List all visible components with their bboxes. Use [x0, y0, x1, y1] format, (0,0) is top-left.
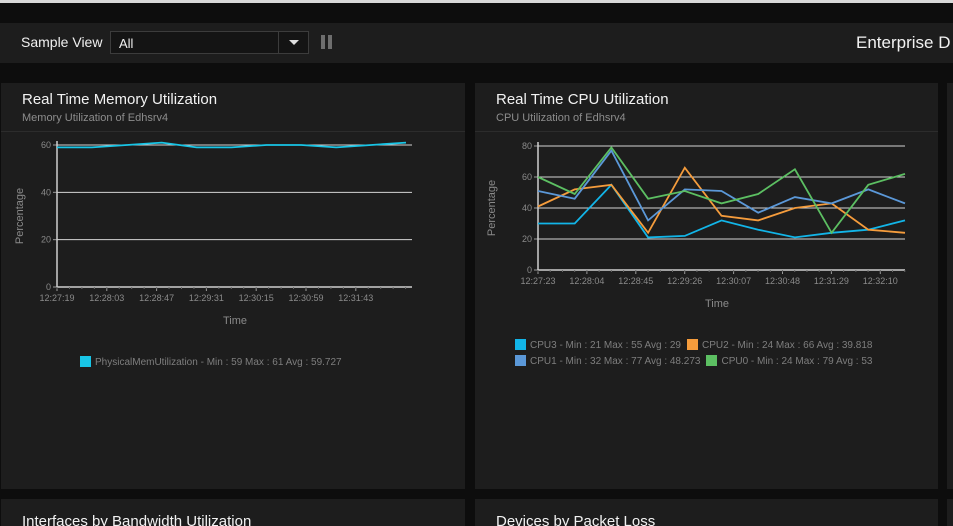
x-tick-label: 12:29:26	[667, 276, 702, 286]
x-tick-label: 12:29:31	[189, 293, 224, 303]
legend-item[interactable]: CPU1 - Min : 32 Max : 77 Avg : 48.273	[515, 355, 700, 367]
y-tick-label: 40	[522, 203, 532, 213]
legend-label: CPU2 - Min : 24 Max : 66 Avg : 39.818	[702, 340, 873, 351]
x-tick-label: 12:31:43	[338, 293, 373, 303]
pause-icon[interactable]	[321, 35, 333, 49]
x-tick-label: 12:28:47	[139, 293, 174, 303]
packet-loss-widget: Devices by Packet Loss	[475, 499, 938, 526]
legend-row: CPU1 - Min : 32 Max : 77 Avg : 48.273 CPU…	[515, 355, 878, 367]
y-axis-title: Percentage	[14, 188, 26, 244]
legend-swatch	[687, 339, 698, 350]
x-tick-label: 12:31:29	[814, 276, 849, 286]
widget-title: Devices by Packet Loss	[496, 513, 656, 526]
widget-subtitle: Memory Utilization of Edhsrv4	[22, 112, 169, 124]
widget-title: Interfaces by Bandwidth Utilization	[22, 513, 252, 526]
series-line	[57, 141, 407, 149]
cpu-utilization-widget: Real Time CPU Utilization CPU Utilizatio…	[475, 83, 938, 489]
y-tick-label: 0	[527, 265, 532, 275]
x-tick-label: 12:30:15	[239, 293, 274, 303]
legend-swatch	[515, 339, 526, 350]
memory-line-chart: 0 20 40 60 12:27:19 12:28:03 12:28:47 12:29:31 1…	[14, 140, 412, 327]
legend-item[interactable]: CPU3 - Min : 21 Max : 55 Avg : 29	[515, 339, 681, 351]
x-tick-label: 12:28:03	[89, 293, 124, 303]
y-tick-label: 60	[41, 140, 51, 150]
y-tick-label: 0	[46, 282, 51, 292]
cpu-line-chart: 0 20 40 60 80 12:27:23 12:28:04 12:28:45 12:29:2…	[486, 141, 906, 310]
series-line	[538, 183, 906, 239]
x-axis-title: Time	[223, 315, 247, 327]
memory-utilization-widget: Real Time Memory Utilization Memory Util…	[1, 83, 465, 489]
dashboard-title: Enterprise D	[856, 33, 951, 52]
legend-swatch	[706, 355, 718, 366]
y-tick-label: 20	[41, 235, 51, 245]
x-tick-label: 12:30:07	[716, 276, 751, 286]
y-axis-title: Percentage	[486, 180, 498, 236]
window-top-border	[0, 0, 953, 3]
legend-row: PhysicalMemUtilization - Min : 59 Max : …	[80, 356, 348, 368]
partial-widget-right	[947, 83, 953, 489]
widget-title: Real Time Memory Utilization	[22, 91, 218, 108]
series-line	[537, 146, 906, 235]
widget-divider	[1, 131, 465, 132]
widget-divider	[475, 131, 938, 132]
x-tick-label: 12:30:48	[765, 276, 800, 286]
partial-widget-right-bottom	[947, 499, 953, 526]
legend-label: CPU0 - Min : 24 Max : 79 Avg : 53	[721, 356, 873, 367]
x-tick-label: 12:28:04	[569, 276, 604, 286]
legend-swatch	[515, 355, 526, 366]
legend-item[interactable]: CPU0 - Min : 24 Max : 79 Avg : 53	[706, 355, 872, 367]
sample-view-label: Sample View	[21, 34, 103, 50]
legend-item[interactable]: CPU2 - Min : 24 Max : 66 Avg : 39.818	[687, 339, 872, 351]
dashboard-toolbar: Sample View All Enterprise D	[0, 23, 953, 63]
bandwidth-utilization-widget: Interfaces by Bandwidth Utilization	[1, 499, 465, 526]
legend-item[interactable]: PhysicalMemUtilization - Min : 59 Max : …	[80, 356, 342, 368]
y-tick-label: 20	[522, 234, 532, 244]
x-tick-label: 12:27:23	[520, 276, 555, 286]
legend-label: CPU3 - Min : 21 Max : 55 Avg : 29	[530, 340, 681, 351]
x-tick-label: 12:30:59	[288, 293, 323, 303]
x-axis-title: Time	[705, 298, 729, 310]
legend-label: PhysicalMemUtilization - Min : 59 Max : …	[95, 357, 342, 368]
legend-label: CPU1 - Min : 32 Max : 77 Avg : 48.273	[530, 356, 701, 367]
x-tick-label: 12:27:19	[39, 293, 74, 303]
widget-title: Real Time CPU Utilization	[496, 91, 669, 108]
legend-swatch	[80, 356, 91, 367]
y-tick-label: 80	[522, 141, 532, 151]
chevron-down-icon[interactable]	[278, 32, 308, 53]
sample-view-select[interactable]: All	[110, 31, 309, 54]
series-line	[537, 148, 906, 222]
y-tick-label: 60	[522, 172, 532, 182]
series-line	[537, 166, 906, 235]
sample-view-selected-value: All	[119, 36, 134, 51]
y-tick-label: 40	[41, 187, 51, 197]
legend-row: CPU3 - Min : 21 Max : 55 Avg : 29 CPU2 - …	[515, 339, 878, 351]
x-tick-label: 12:32:10	[863, 276, 898, 286]
x-tick-label: 12:28:45	[618, 276, 653, 286]
widget-subtitle: CPU Utilization of Edhsrv4	[496, 112, 626, 124]
